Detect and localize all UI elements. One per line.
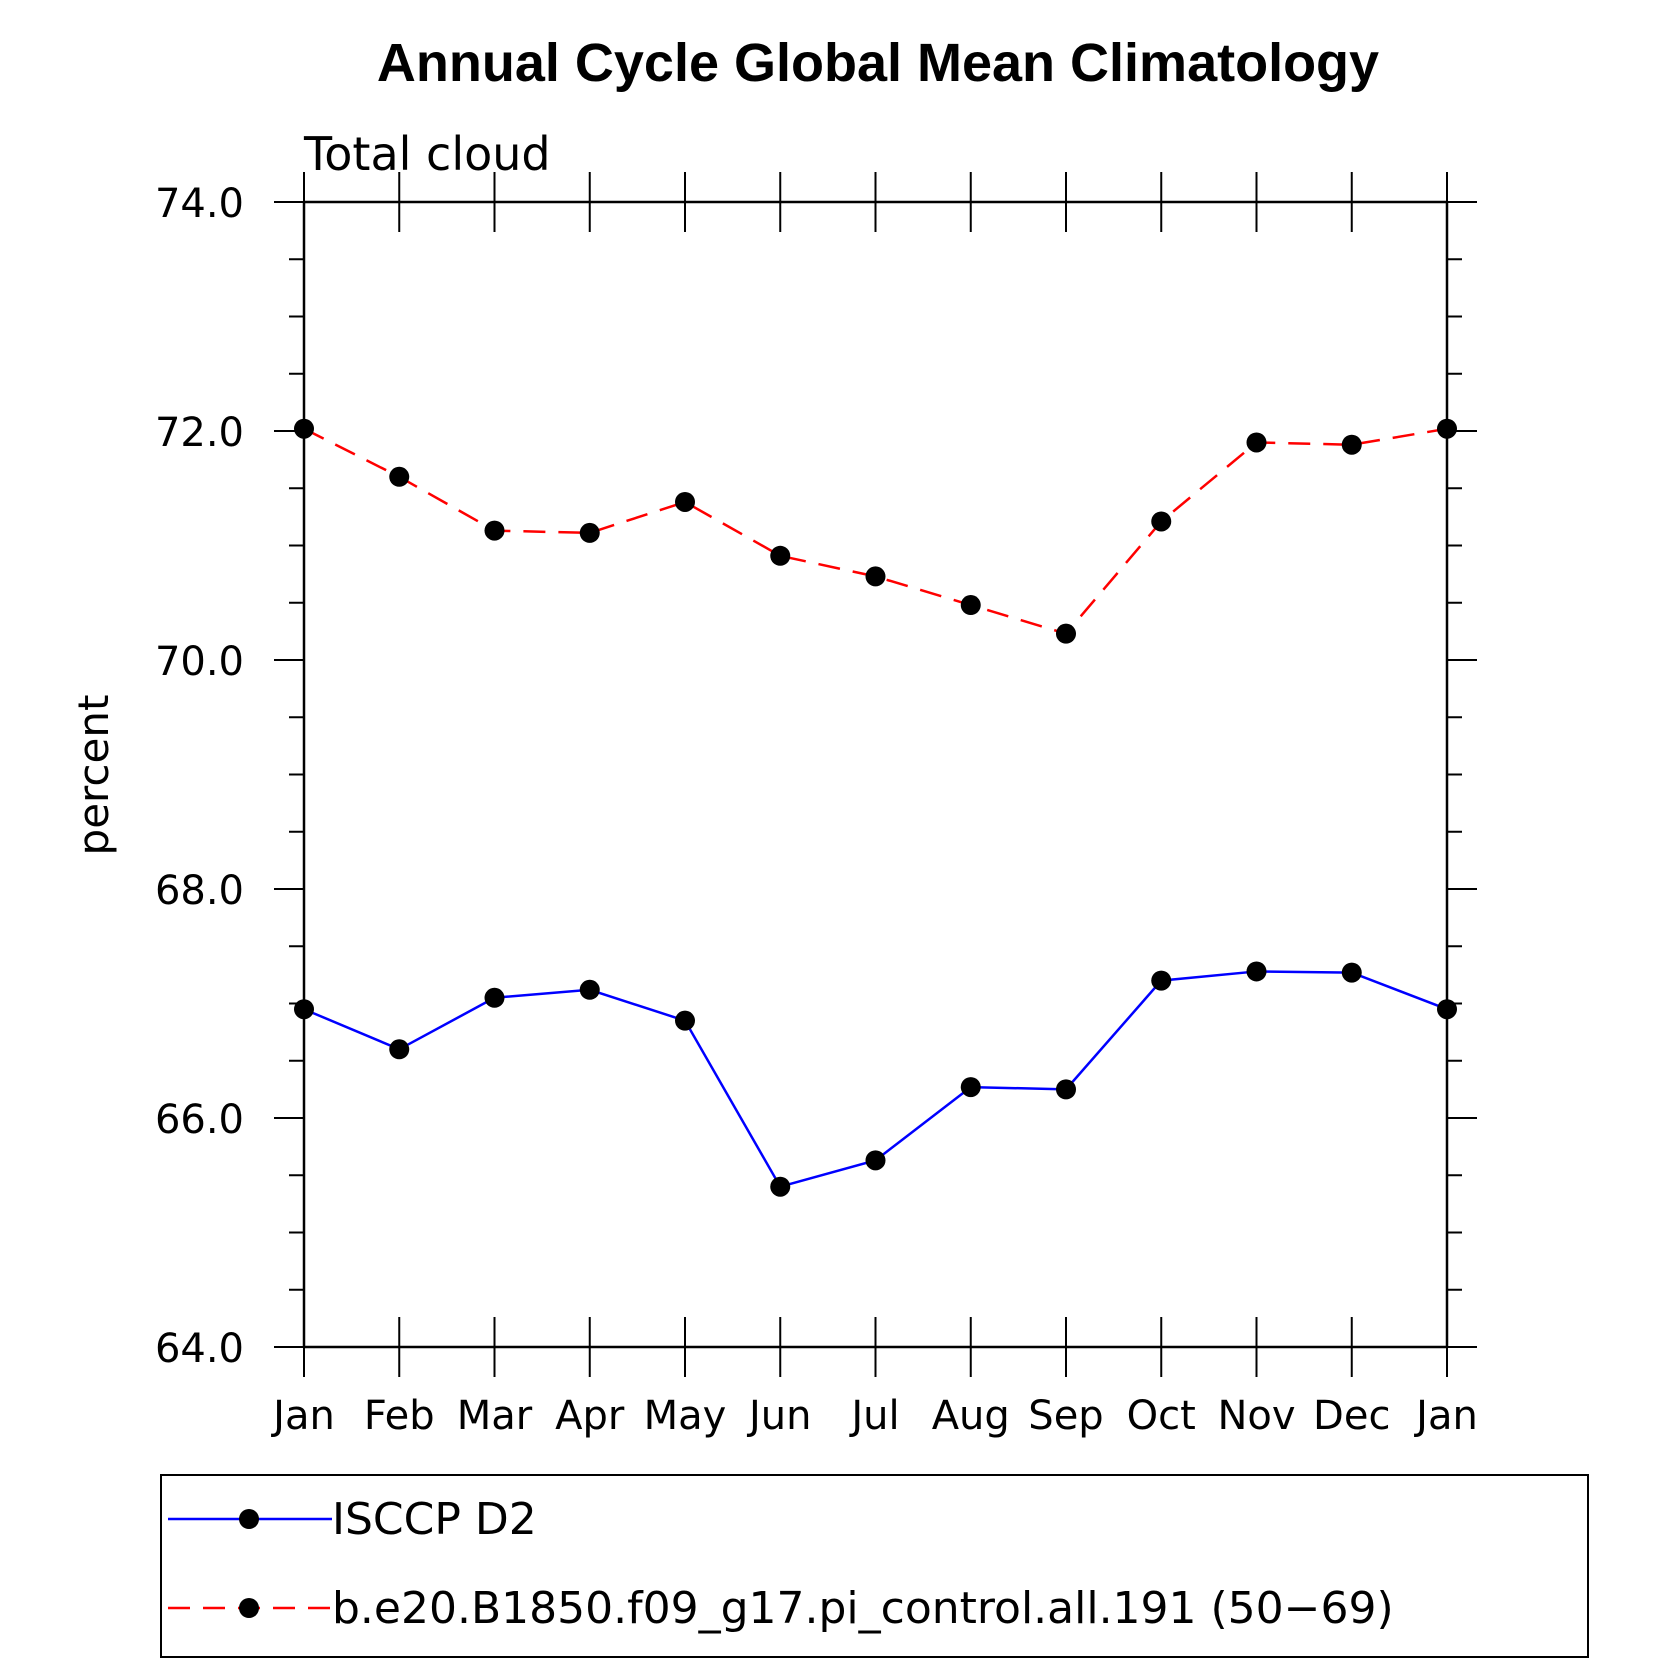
series-1-point — [1056, 623, 1076, 644]
x-tick-label: Jan — [1413, 1393, 1478, 1439]
x-tick-label: May — [644, 1393, 727, 1439]
legend-label-isccp: ISCCP D2 — [332, 1494, 537, 1545]
series-0-point — [1341, 962, 1362, 983]
series-0-point — [1246, 961, 1267, 982]
x-tick-labels: Jan Feb Mar Apr May Jun Jul Aug Sep Oct Nov Dec Jan — [270, 1393, 1478, 1439]
series-1-point — [1246, 432, 1267, 453]
series-0-point — [294, 999, 314, 1020]
x-tick-label: Aug — [932, 1393, 1010, 1439]
series-0-point — [770, 1176, 791, 1197]
series-markers — [294, 418, 1457, 1197]
series-1-point — [484, 520, 505, 541]
series-1-point — [1341, 434, 1362, 455]
series-0-point — [484, 987, 505, 1008]
y-tick-label: 74.0 — [155, 181, 244, 227]
y-tick-label: 64.0 — [155, 1326, 244, 1372]
x-tick-label: Feb — [364, 1393, 435, 1439]
x-tick-label: Jul — [848, 1393, 899, 1439]
series-1-point — [579, 522, 600, 543]
series-1-point — [675, 491, 695, 512]
y-tick-label: 66.0 — [155, 1097, 244, 1143]
series-1-point — [1151, 511, 1172, 532]
series-0-point — [960, 1077, 981, 1098]
legend-label-model: b.e20.B1850.f09_g17.pi_control.all.191 (… — [332, 1583, 1394, 1634]
series-0-point — [389, 1039, 410, 1060]
series-1-point — [865, 566, 886, 587]
series-0-point — [579, 979, 600, 1000]
series-0-point — [1151, 970, 1172, 991]
series-0-point — [865, 1150, 886, 1171]
series-0-point — [675, 1010, 695, 1031]
series-1-point — [1437, 418, 1457, 439]
chart-title: Annual Cycle Global Mean Climatology — [377, 33, 1379, 93]
legend-box — [160, 1474, 1589, 1658]
chart-subtitle: Total cloud — [303, 127, 551, 181]
x-tick-label: Sep — [1028, 1393, 1103, 1439]
y-tick-label: 68.0 — [155, 868, 244, 914]
series-lines — [303, 427, 1448, 1189]
series-1-point — [960, 595, 981, 616]
series-1-point — [389, 466, 410, 487]
x-tick-label: Mar — [457, 1393, 533, 1439]
x-tick-label: Nov — [1217, 1393, 1295, 1439]
series-0-point — [1056, 1079, 1076, 1100]
series-1-point — [770, 545, 791, 566]
x-tick-label: Apr — [555, 1393, 625, 1439]
x-tick-label: Dec — [1313, 1393, 1390, 1439]
y-tick-labels: 64.0 66.0 68.0 70.0 72.0 74.0 — [155, 181, 244, 1372]
legend-marker-isccp — [239, 1509, 259, 1529]
legend: ISCCP D2 b.e20.B1850.f09_g17.pi_control.… — [160, 1474, 1589, 1658]
series-line-1 — [303, 427, 1448, 636]
y-tick-label: 72.0 — [155, 410, 244, 456]
legend-marker-model — [239, 1598, 259, 1618]
y-tick-label: 70.0 — [155, 639, 244, 685]
series-0-point — [1437, 999, 1457, 1020]
series-1-point — [294, 418, 314, 439]
x-tick-label: Oct — [1127, 1393, 1196, 1439]
x-tick-label: Jun — [746, 1393, 812, 1439]
y-axis-label: percent — [69, 695, 118, 856]
axes — [274, 172, 1477, 1377]
x-tick-label: Jan — [270, 1393, 335, 1439]
